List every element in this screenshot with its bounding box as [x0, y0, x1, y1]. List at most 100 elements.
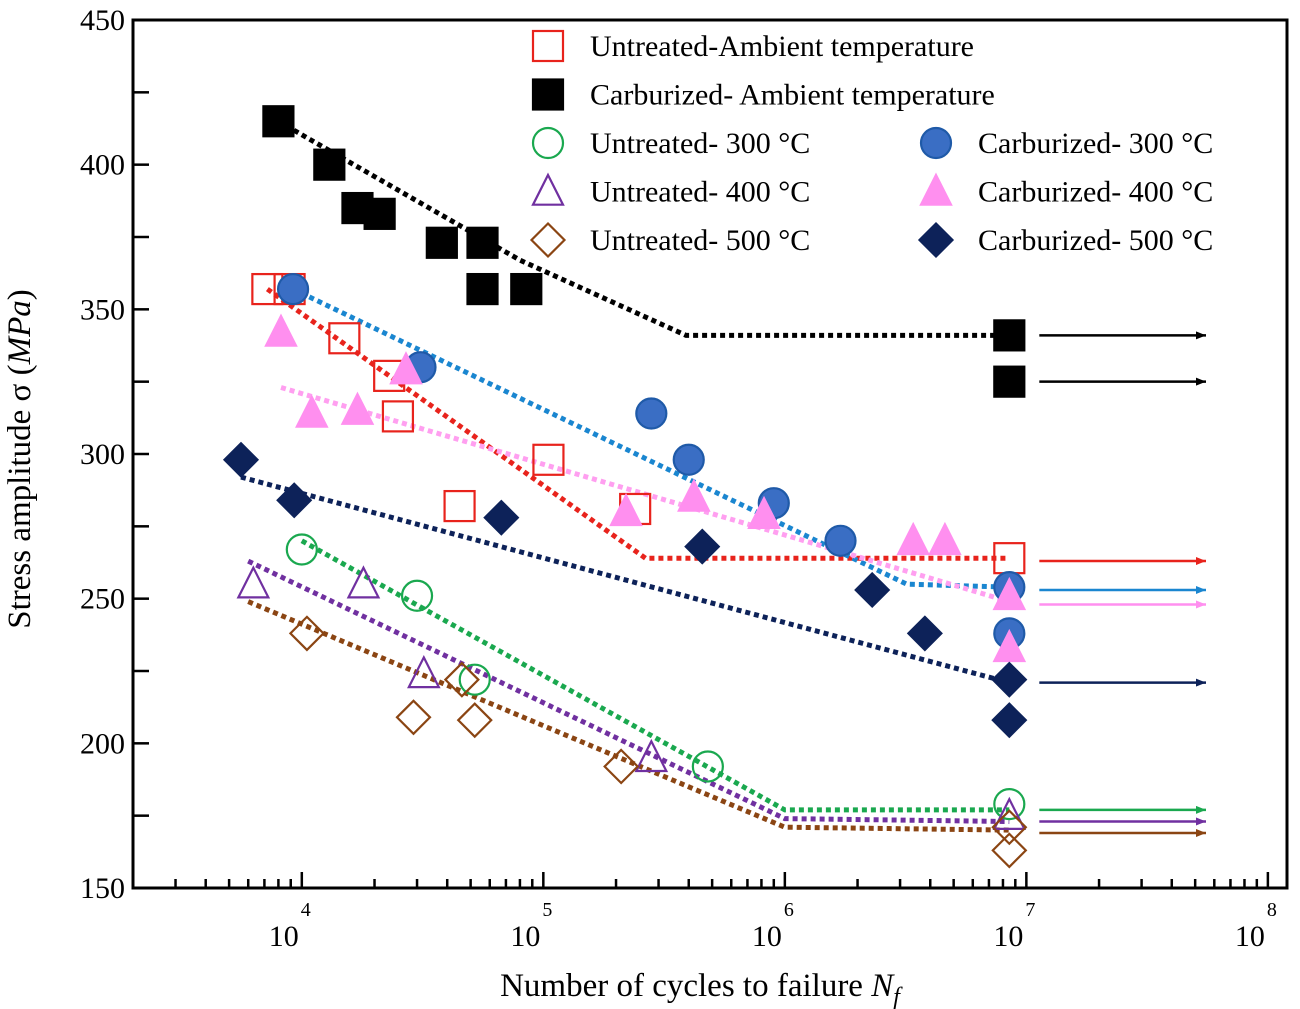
- data-point-series-5: [991, 809, 1028, 846]
- data-point-series-6: [276, 272, 310, 306]
- data-point-series-7: [340, 391, 375, 425]
- data-point-series-8: [906, 615, 943, 652]
- data-point-series-7: [295, 394, 329, 428]
- y-tick-label: 450: [80, 4, 125, 37]
- legend-marker: [531, 29, 565, 63]
- x-tick-label: 104: [269, 899, 311, 953]
- data-point-series-2: [993, 319, 1026, 352]
- data-point-series-5: [443, 661, 480, 698]
- data-point-series-7: [389, 351, 423, 385]
- fit-line-5: [247, 599, 1010, 833]
- y-tick-label: 300: [80, 438, 125, 471]
- x-tick-label: 108: [1235, 899, 1277, 953]
- x-tick-base: 10: [269, 920, 299, 953]
- data-point-series-7: [896, 521, 930, 556]
- data-point-series-5: [395, 699, 432, 736]
- data-point-series-2: [425, 226, 458, 259]
- data-point-series-4: [407, 654, 441, 689]
- data-point-series-5: [603, 748, 640, 785]
- legend-marker: [917, 221, 955, 259]
- x-axis-label: Number of cycles to failure Nf: [500, 968, 903, 1009]
- data-point-series-4: [992, 796, 1027, 830]
- legend: Untreated-Ambient temperature Carburized-…: [529, 29, 1213, 259]
- y-tick-label: 150: [80, 872, 125, 905]
- data-point-series-3: [285, 533, 318, 566]
- data-point-series-1: [993, 542, 1026, 575]
- data-point-series-3: [691, 750, 724, 783]
- x-tick-base: 10: [1235, 920, 1265, 953]
- data-point-series-3: [993, 787, 1026, 821]
- legend-item-3: Untreated- 300 °C: [531, 126, 810, 160]
- legend-marker: [529, 221, 567, 259]
- x-tick-label: 105: [510, 899, 552, 953]
- x-tick-base: 10: [993, 920, 1023, 953]
- y-tick-label: 350: [80, 293, 125, 326]
- legend-label: Untreated- 500 °C: [590, 224, 810, 257]
- data-markers-layer: [222, 105, 1028, 869]
- legend-item-8: Carburized- 500 °C: [917, 221, 1213, 259]
- x-tick-exponent: 5: [542, 899, 552, 921]
- y-tick-label: 250: [80, 583, 125, 616]
- data-point-series-8: [991, 661, 1028, 698]
- legend-marker: [531, 126, 565, 160]
- x-tick-exponent: 6: [784, 899, 794, 921]
- x-tick-exponent: 7: [1025, 899, 1035, 921]
- data-point-series-2: [466, 226, 499, 259]
- fit-line-8: [240, 474, 1010, 686]
- y-tick-label: 400: [80, 149, 125, 182]
- y-tick-label: 200: [80, 727, 125, 760]
- data-point-series-6: [672, 443, 705, 476]
- data-point-series-5: [991, 832, 1028, 869]
- legend-label: Untreated- 300 °C: [590, 127, 810, 160]
- data-point-series-1: [328, 322, 361, 355]
- axis-labels-layer: Number of cycles to failure Nf Stress amp…: [2, 289, 903, 1009]
- data-point-series-2: [363, 197, 396, 230]
- fit-line-2: [277, 119, 1010, 338]
- x-tick-base: 10: [510, 920, 540, 953]
- legend-marker: [531, 172, 565, 206]
- legend-item-6: Carburized- 300 °C: [919, 126, 1213, 160]
- legend-label: Carburized- 500 °C: [978, 224, 1213, 257]
- legend-item-1: Untreated-Ambient temperature: [531, 29, 974, 63]
- data-point-series-2: [510, 272, 543, 306]
- data-point-series-8: [222, 441, 260, 478]
- data-point-series-4: [236, 565, 271, 599]
- data-point-series-5: [288, 615, 325, 652]
- fit-line-4: [247, 558, 1010, 824]
- x-tick-exponent: 4: [301, 899, 311, 921]
- legend-item-2: Carburized- Ambient temperature: [531, 78, 995, 112]
- data-point-series-3: [400, 579, 434, 612]
- data-point-series-7: [609, 492, 643, 527]
- data-point-series-4: [634, 738, 669, 773]
- data-point-series-7: [992, 628, 1027, 663]
- legend-label: Carburized- 400 °C: [978, 176, 1213, 209]
- data-point-series-7: [264, 313, 298, 347]
- legend-label: Untreated- 400 °C: [590, 176, 810, 209]
- data-point-series-6: [824, 524, 857, 557]
- legend-marker: [531, 78, 565, 111]
- data-point-series-7: [747, 495, 781, 530]
- x-tick-label: 107: [993, 899, 1035, 953]
- data-point-series-8: [854, 571, 891, 609]
- legend-item-7: Carburized- 400 °C: [919, 172, 1213, 209]
- data-point-series-2: [993, 365, 1026, 398]
- fit-line-3: [300, 538, 1010, 813]
- data-point-series-7: [928, 521, 962, 556]
- data-point-series-1: [381, 400, 415, 433]
- data-point-series-2: [466, 272, 499, 306]
- data-point-series-8: [991, 702, 1028, 739]
- x-tick-base: 10: [752, 920, 782, 953]
- legend-label: Carburized- Ambient temperature: [590, 79, 995, 112]
- data-point-series-1: [443, 489, 476, 523]
- data-point-series-2: [313, 148, 346, 181]
- fit-lines-layer: [240, 119, 1011, 833]
- data-point-series-7: [677, 478, 711, 512]
- data-point-series-5: [456, 702, 493, 739]
- fit-line-7: [280, 385, 1011, 604]
- data-point-series-6: [635, 397, 668, 430]
- legend-label: Carburized- 300 °C: [978, 127, 1213, 160]
- legend-item-5: Untreated- 500 °C: [529, 221, 810, 259]
- data-point-series-3: [458, 663, 491, 696]
- x-tick-label: 106: [752, 899, 794, 953]
